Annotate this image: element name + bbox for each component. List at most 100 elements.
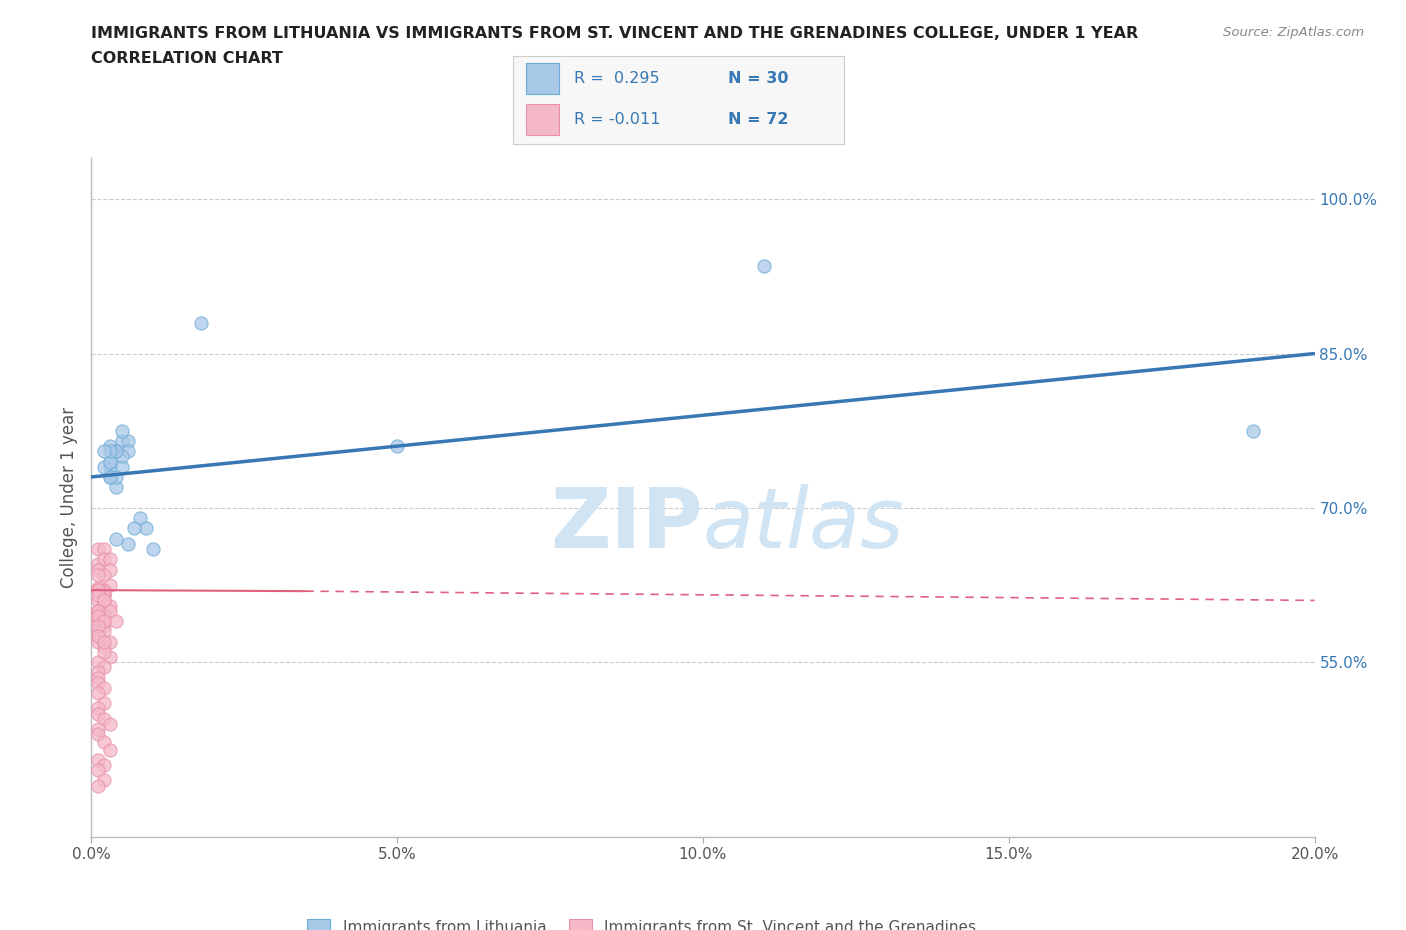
Point: [86, 604, 108, 618]
Point: [98, 742, 121, 757]
Point: [93, 551, 115, 566]
Point: [86, 655, 108, 670]
Point: [86, 567, 108, 582]
Point: [93, 595, 115, 610]
Point: [86, 541, 108, 556]
Point: [86, 671, 108, 685]
Point: [98, 470, 121, 485]
Point: [122, 521, 145, 536]
Point: [86, 618, 108, 633]
Point: [98, 634, 121, 649]
Point: [86, 608, 108, 623]
Point: [98, 444, 121, 458]
Point: [98, 716, 121, 731]
Point: [93, 593, 115, 608]
Point: [98, 598, 121, 613]
Point: [98, 562, 121, 577]
Point: [93, 541, 115, 556]
Point: [93, 624, 115, 639]
Point: [86, 583, 108, 598]
Text: N = 72: N = 72: [728, 113, 789, 127]
Point: [86, 685, 108, 700]
Point: [86, 706, 108, 721]
Point: [86, 562, 108, 577]
Point: [86, 763, 108, 777]
Point: [93, 444, 115, 458]
Point: [86, 580, 108, 595]
Point: [98, 551, 121, 566]
Point: [104, 614, 127, 629]
Point: [93, 583, 115, 598]
Point: [86, 722, 108, 737]
Point: [86, 604, 108, 618]
Point: [93, 758, 115, 773]
Point: [86, 604, 108, 618]
Point: [93, 585, 115, 600]
Point: [93, 634, 115, 649]
Legend: Immigrants from Lithuania, Immigrants from St. Vincent and the Grenadines: Immigrants from Lithuania, Immigrants fr…: [301, 912, 983, 930]
Point: [98, 454, 121, 469]
Point: [93, 614, 115, 629]
Point: [104, 444, 127, 458]
Y-axis label: College, Under 1 year: College, Under 1 year: [59, 407, 77, 588]
Point: [86, 629, 108, 644]
Point: [93, 593, 115, 608]
Text: R = -0.011: R = -0.011: [574, 113, 661, 127]
Point: [98, 604, 121, 618]
Text: IMMIGRANTS FROM LITHUANIA VS IMMIGRANTS FROM ST. VINCENT AND THE GRENADINES COLL: IMMIGRANTS FROM LITHUANIA VS IMMIGRANTS …: [91, 26, 1139, 41]
Point: [86, 778, 108, 793]
Text: atlas: atlas: [703, 485, 904, 565]
Point: [93, 614, 115, 629]
Point: [135, 521, 157, 536]
Point: [86, 665, 108, 680]
Point: [86, 608, 108, 623]
Point: [129, 511, 152, 525]
Point: [104, 480, 127, 495]
Point: [86, 583, 108, 598]
Point: [86, 726, 108, 741]
Point: [98, 649, 121, 664]
Point: [385, 439, 409, 454]
Point: [190, 315, 212, 330]
Point: [104, 444, 127, 458]
Point: [93, 588, 115, 603]
Point: [93, 608, 115, 623]
Point: [111, 433, 134, 448]
Text: CORRELATION CHART: CORRELATION CHART: [91, 51, 283, 66]
Point: [86, 624, 108, 639]
Point: [98, 439, 121, 454]
Point: [86, 701, 108, 716]
Point: [93, 681, 115, 696]
Point: [117, 444, 139, 458]
Point: [111, 449, 134, 464]
Point: [86, 583, 108, 598]
Point: [104, 444, 127, 458]
Point: [93, 735, 115, 750]
Point: [86, 752, 108, 767]
Point: [93, 644, 115, 659]
Text: ZIP: ZIP: [551, 485, 703, 565]
Point: [86, 604, 108, 618]
Point: [93, 588, 115, 603]
Text: R =  0.295: R = 0.295: [574, 71, 659, 86]
Point: [141, 541, 163, 556]
Point: [93, 567, 115, 582]
Point: [754, 259, 776, 273]
Bar: [526, 63, 560, 94]
Point: [98, 459, 121, 474]
Text: N = 30: N = 30: [728, 71, 789, 86]
Point: [86, 614, 108, 629]
Point: [93, 773, 115, 788]
Point: [104, 531, 127, 546]
Point: [117, 433, 139, 448]
Point: [1243, 423, 1265, 438]
Bar: [526, 104, 560, 136]
Point: [93, 660, 115, 675]
Point: [93, 459, 115, 474]
Point: [93, 696, 115, 711]
Point: [93, 711, 115, 726]
Point: [86, 629, 108, 644]
Point: [98, 578, 121, 592]
Point: [86, 557, 108, 572]
Point: [111, 459, 134, 474]
